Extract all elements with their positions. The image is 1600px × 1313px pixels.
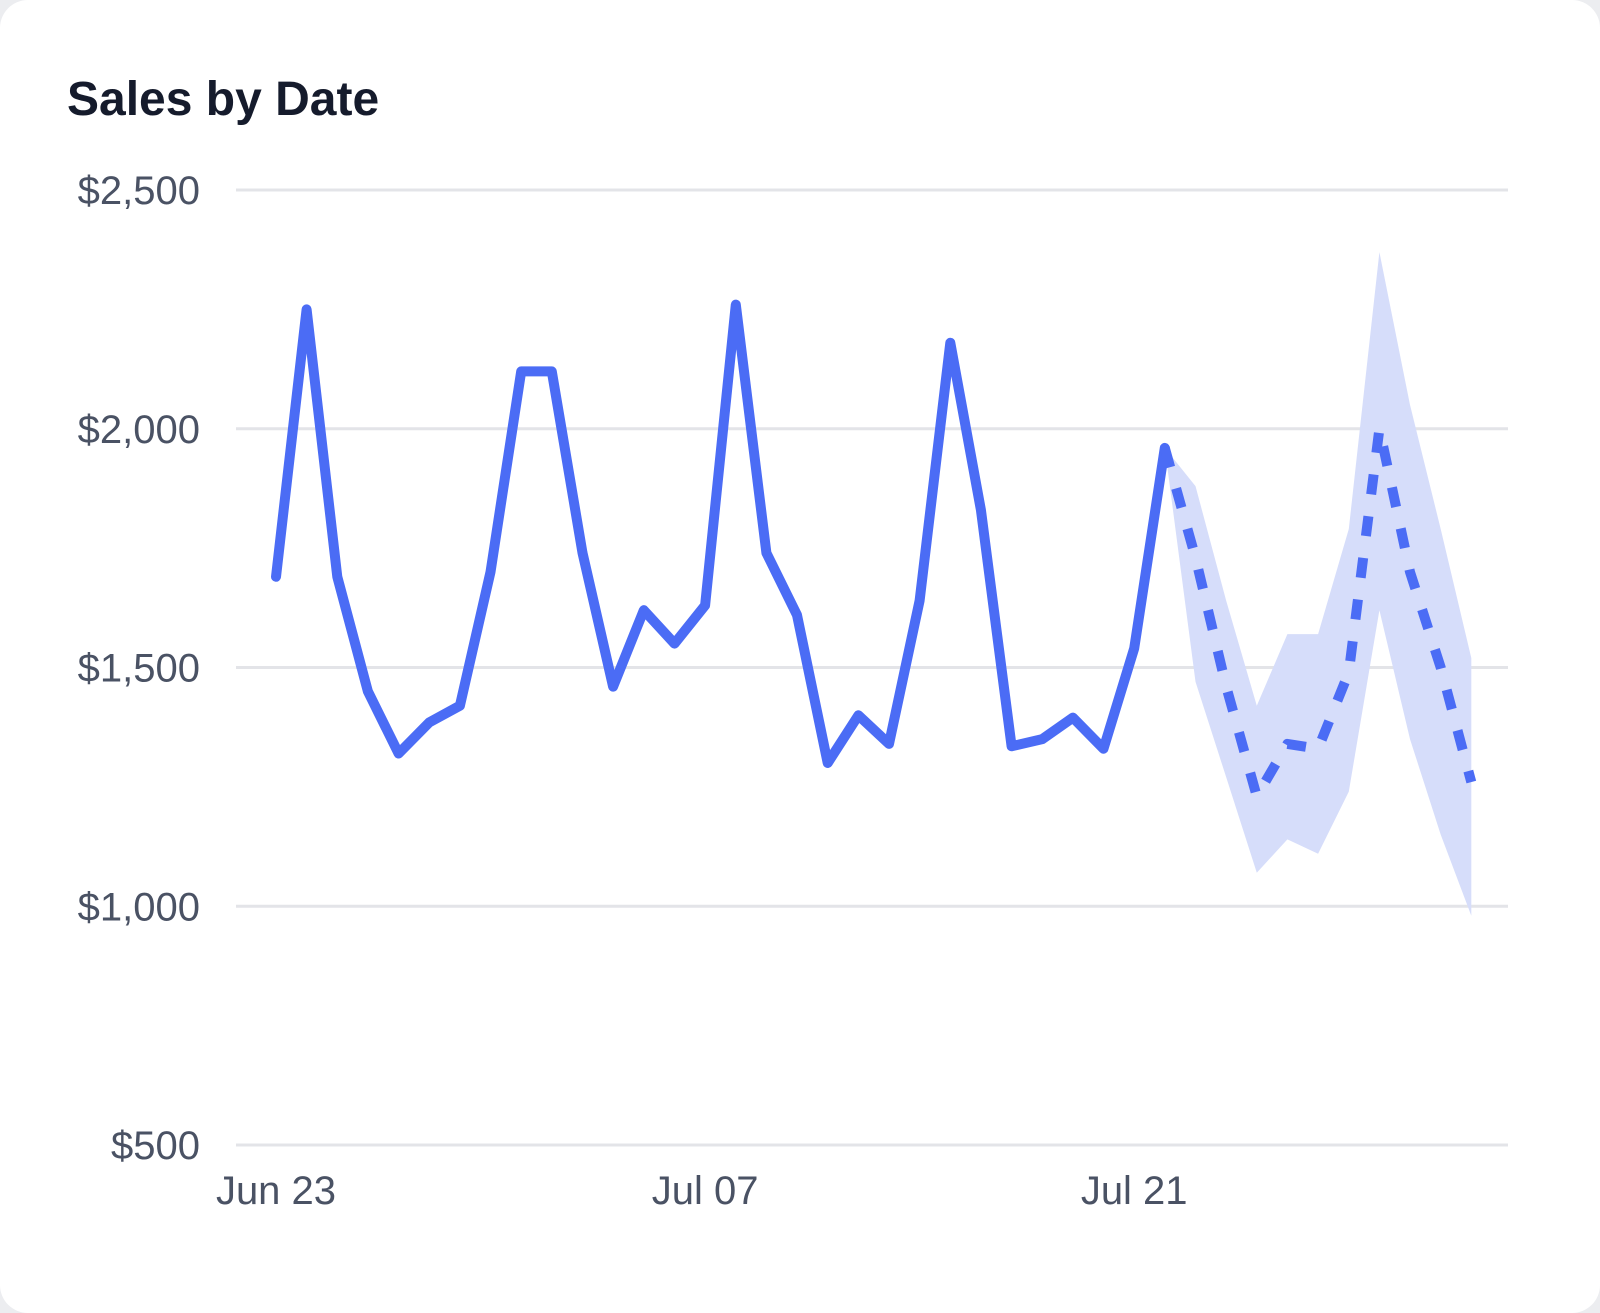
actual-series-line <box>271 299 1170 768</box>
chart-title: Sales by Date <box>67 73 380 126</box>
forecast-confidence-band <box>1164 252 1472 916</box>
y-tick-label: $2,000 <box>78 408 200 452</box>
y-tick-label: $500 <box>111 1124 200 1168</box>
x-tick-label: Jul 07 <box>652 1169 759 1213</box>
y-tick-label: $1,000 <box>78 885 200 929</box>
x-tick-label: Jul 21 <box>1081 1169 1188 1213</box>
y-tick-label: $1,500 <box>78 647 200 691</box>
x-tick-label: Jun 23 <box>216 1169 336 1213</box>
y-tick-label: $2,500 <box>78 169 200 213</box>
